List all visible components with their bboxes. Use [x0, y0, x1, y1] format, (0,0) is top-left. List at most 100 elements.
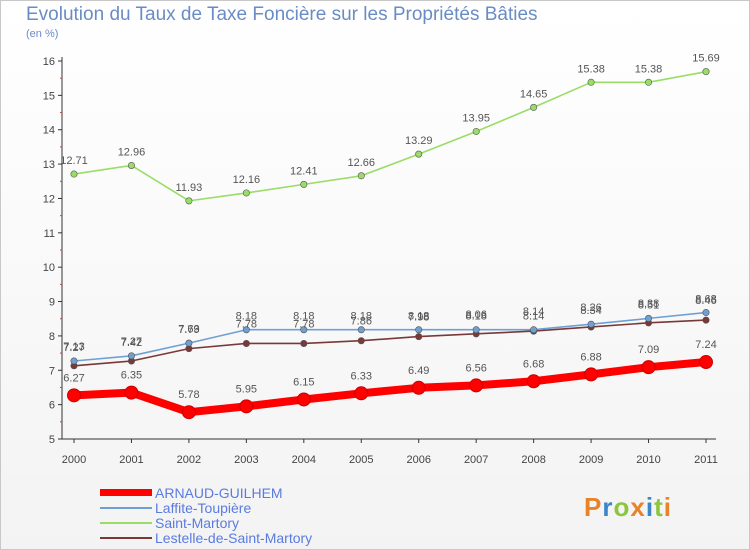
x-tick-label: 2010	[636, 454, 660, 466]
data-point	[124, 385, 139, 400]
data-label: 8.68	[695, 294, 716, 306]
data-label: 7.09	[638, 344, 659, 356]
logo-letter: i	[645, 492, 655, 522]
x-tick-label: 2006	[406, 454, 430, 466]
y-tick-label: 9	[49, 297, 55, 309]
data-point	[645, 314, 653, 322]
data-label: 6.33	[351, 370, 372, 382]
y-tick-label: 16	[43, 56, 55, 68]
legend-swatch	[100, 536, 152, 539]
data-label: 15.69	[692, 53, 720, 65]
legend-swatch	[100, 521, 152, 524]
legend-label: Lestelle-de-Saint-Martory	[155, 529, 313, 546]
data-point	[641, 360, 656, 375]
data-point	[702, 316, 710, 324]
data-point	[185, 339, 193, 347]
y-tick-label: 13	[43, 159, 55, 171]
data-point	[587, 320, 595, 328]
legend-label: ARNAUD-GUILHEM	[155, 484, 283, 501]
data-label: 8.14	[523, 306, 544, 318]
data-label: 6.68	[523, 358, 544, 370]
data-label: 7.13	[63, 341, 84, 353]
data-point	[296, 392, 311, 407]
data-label: 6.35	[121, 370, 142, 382]
legend-label: Saint-Martory	[155, 514, 240, 531]
data-label: 8.14	[523, 311, 544, 323]
data-label: 8.51	[638, 299, 659, 311]
legend-swatch	[100, 489, 152, 496]
data-point	[185, 197, 193, 205]
data-label: 12.66	[348, 157, 376, 169]
data-point	[645, 78, 653, 86]
legend-item-arnaud-guilhem: ARNAUD-GUILHEM	[100, 484, 312, 501]
data-point	[354, 386, 369, 401]
data-label: 14.65	[520, 88, 548, 100]
series-line	[70, 358, 710, 417]
data-label: 8.46	[695, 295, 716, 307]
x-tick-label: 2000	[62, 454, 86, 466]
data-point	[242, 326, 250, 334]
logo-letter: i	[663, 492, 672, 522]
y-tick-label: 10	[43, 262, 55, 274]
logo-letter: o	[613, 492, 631, 522]
data-label: 15.38	[635, 63, 663, 75]
data-label: 7.79	[178, 324, 199, 336]
y-tick-label: 6	[49, 400, 55, 412]
data-point	[300, 339, 308, 347]
data-label: 7.24	[695, 339, 716, 351]
data-point	[70, 170, 78, 178]
data-label: 8.18	[351, 311, 372, 323]
legend-item-laffite-toupiere: Laffite-Toupière	[100, 500, 312, 516]
data-label: 7.27	[63, 342, 84, 354]
data-point	[242, 189, 250, 197]
data-label: 8.34	[580, 305, 601, 317]
legend-item-saint-martory: Saint-Martory	[100, 514, 312, 531]
data-point	[415, 326, 423, 334]
y-tick-label: 15	[43, 90, 55, 102]
data-point	[699, 355, 713, 370]
logo-letter: P	[584, 492, 603, 522]
data-point	[415, 150, 423, 158]
logo-letter: x	[630, 492, 646, 522]
x-tick-label: 2007	[464, 454, 488, 466]
data-label: 5.78	[178, 389, 199, 401]
data-point	[702, 68, 710, 76]
data-point	[357, 326, 365, 334]
data-point	[530, 326, 538, 334]
data-label: 6.27	[63, 372, 84, 384]
proxiti-logo: Proxiti	[584, 492, 672, 523]
legend-swatch	[100, 506, 152, 509]
data-point	[584, 367, 599, 382]
legend: ARNAUD-GUILHEM Laffite-Toupière Saint-Ma…	[100, 484, 313, 546]
data-label: 12.16	[233, 174, 261, 186]
data-label: 12.71	[60, 155, 88, 167]
data-label: 7.42	[121, 337, 142, 349]
data-point	[357, 172, 365, 180]
data-point	[526, 374, 541, 389]
y-tick-label: 14	[43, 125, 55, 137]
data-label: 7.98	[408, 312, 429, 324]
chart-title: Evolution du Taux de Taxe Foncière sur l…	[26, 4, 538, 25]
data-label: 7.63	[178, 324, 199, 336]
data-label: 12.96	[118, 146, 146, 158]
data-label: 8.18	[293, 311, 314, 323]
data-point	[127, 352, 135, 360]
data-point	[70, 357, 78, 365]
x-tick-label: 2011	[694, 454, 718, 466]
data-point	[469, 378, 484, 393]
data-point	[702, 309, 710, 317]
logo-letter: t	[654, 492, 664, 522]
data-label: 15.38	[577, 63, 605, 75]
data-point	[587, 78, 595, 86]
data-label: 13.29	[405, 135, 433, 147]
y-tick-label: 8	[49, 331, 55, 343]
x-tick-label: 2001	[119, 454, 143, 466]
data-point	[530, 103, 538, 111]
data-point	[242, 339, 250, 347]
legend-item-lestelle: Lestelle-de-Saint-Martory	[100, 529, 313, 546]
data-label: 7.86	[351, 316, 372, 328]
data-point	[357, 337, 365, 345]
data-label: 5.95	[236, 383, 257, 395]
